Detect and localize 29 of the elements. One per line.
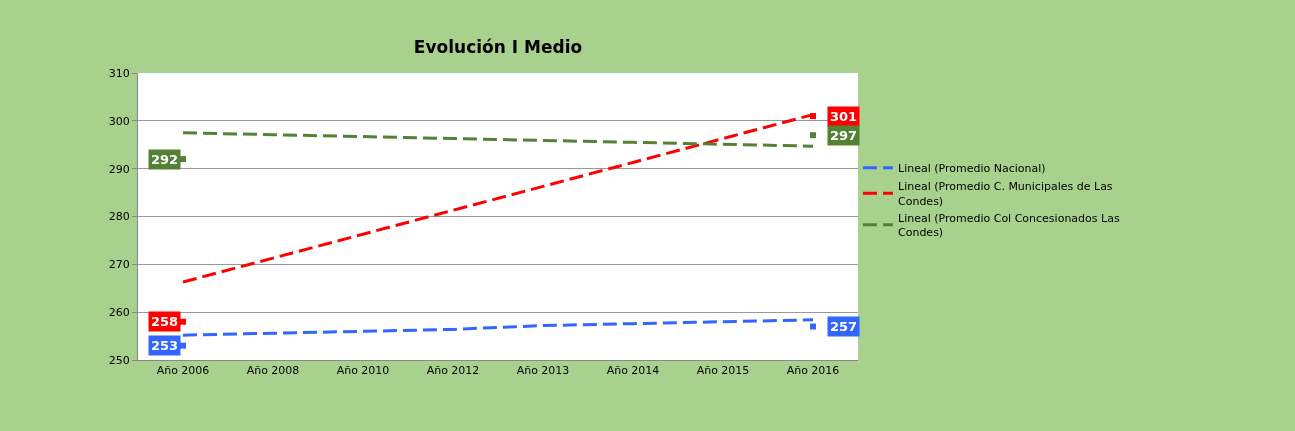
x-tick-label: Año 2010	[336, 364, 390, 378]
data-label: 257	[830, 319, 858, 334]
point	[810, 113, 816, 120]
y-tick-label: 290	[108, 162, 130, 176]
point	[810, 132, 816, 139]
data-label: 253	[151, 338, 179, 353]
y-tick-label: 260	[108, 306, 130, 320]
x-tick-label: Año 2012	[426, 364, 480, 378]
data-label: 301	[830, 109, 858, 124]
legend-label: Lineal (Promedio Col Concesionados Las Condes)	[898, 211, 1120, 240]
point	[810, 323, 816, 330]
y-tick-label: 310	[108, 66, 130, 80]
x-tick-label: Año 2013	[516, 364, 570, 378]
x-tick-label: Año 2015	[696, 364, 750, 378]
x-tick-label: Año 2014	[606, 364, 660, 378]
legend-label: Lineal (Promedio Nacional)	[898, 162, 1046, 176]
x-tick-label: Año 2006	[156, 364, 210, 378]
data-label: 258	[151, 314, 179, 329]
data-label: 297	[830, 128, 858, 143]
chart-title: Evolución I Medio	[413, 36, 583, 57]
data-label: 292	[151, 152, 179, 167]
y-tick-label: 280	[108, 210, 130, 224]
x-tick-label: Año 2008	[246, 364, 300, 378]
y-tick-label: 270	[108, 258, 130, 272]
y-tick-label: 250	[108, 353, 130, 367]
legend-label: Lineal (Promedio C. Municipales de Las Condes)	[898, 180, 1113, 208]
y-tick-label: 300	[108, 114, 130, 128]
x-tick-label: Año 2016	[786, 364, 840, 378]
line-series	[181, 131, 815, 148]
